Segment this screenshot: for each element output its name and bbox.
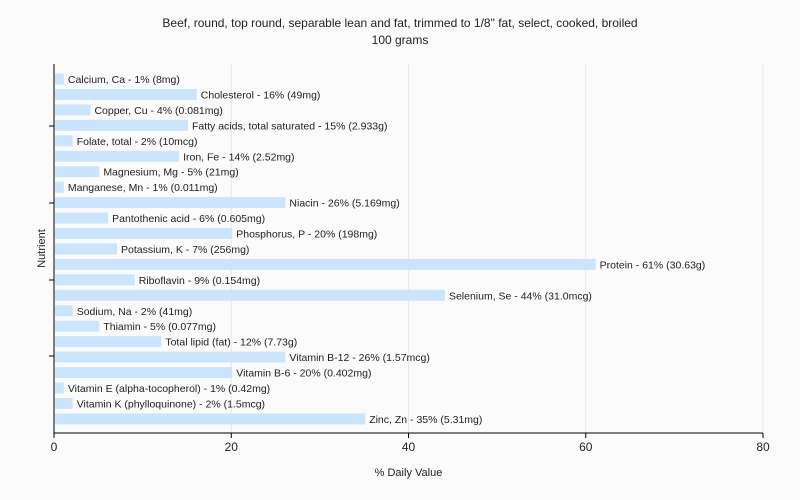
- bar-label: Manganese, Mn - 1% (0.011mg): [68, 182, 218, 194]
- bar: [55, 351, 286, 363]
- y-axis-title: Nutrient: [36, 229, 48, 268]
- x-tick-label: 0: [51, 440, 58, 454]
- bar-label: Riboflavin - 9% (0.154mg): [139, 275, 260, 287]
- bar: [55, 413, 366, 425]
- bar-label: Vitamin K (phylloquinone) - 2% (1.5mcg): [77, 398, 265, 410]
- bar: [55, 212, 109, 224]
- bar-label: Copper, Cu - 4% (0.081mg): [94, 105, 222, 117]
- bar: [55, 274, 135, 286]
- bar: [55, 243, 118, 255]
- bar: [55, 166, 100, 178]
- bar: [55, 382, 64, 394]
- bar-label: Sodium, Na - 2% (41mg): [77, 306, 193, 318]
- bar-label: Total lipid (fat) - 12% (7.73g): [165, 337, 297, 349]
- bar: [55, 367, 233, 379]
- chart-subtitle: 100 grams: [371, 33, 429, 47]
- x-tick-label: 20: [225, 440, 239, 454]
- bar-label: Pantothenic acid - 6% (0.605mg): [112, 213, 265, 225]
- bar-label: Zinc, Zn - 35% (5.31mg): [369, 414, 482, 426]
- bar: [55, 258, 596, 270]
- bar-label: Protein - 61% (30.63g): [600, 259, 706, 271]
- bar: [55, 181, 64, 193]
- bar: [55, 197, 286, 209]
- bar-label: Fatty acids, total saturated - 15% (2.93…: [192, 120, 388, 132]
- bar: [55, 104, 91, 116]
- bar: [55, 135, 73, 147]
- bar-label: Thiamin - 5% (0.077mg): [103, 321, 216, 333]
- bar: [55, 336, 162, 348]
- bar-label: Magnesium, Mg - 5% (21mg): [103, 167, 238, 179]
- chart-title: Beef, round, top round, separable lean a…: [162, 16, 638, 30]
- bar: [55, 150, 180, 162]
- bar: [55, 305, 73, 317]
- bar: [55, 320, 100, 332]
- x-tick-label: 80: [756, 440, 770, 454]
- bar-label: Vitamin B-12 - 26% (1.57mcg): [289, 352, 429, 364]
- bar-label: Folate, total - 2% (10mcg): [77, 136, 198, 148]
- bar: [55, 88, 197, 100]
- bar-label: Selenium, Se - 44% (31.0mcg): [449, 290, 592, 302]
- bar-label: Cholesterol - 16% (49mg): [201, 89, 321, 101]
- bar: [55, 289, 445, 301]
- bar: [55, 73, 64, 85]
- bar: [55, 119, 188, 131]
- bar-label: Phosphorus, P - 20% (198mg): [236, 229, 377, 241]
- bar: [55, 228, 233, 239]
- x-tick-label: 40: [402, 440, 416, 454]
- x-axis-title: % Daily Value: [375, 467, 443, 479]
- bar-label: Calcium, Ca - 1% (8mg): [68, 74, 180, 86]
- bar-label: Potassium, K - 7% (256mg): [121, 244, 249, 256]
- x-tick-label: 60: [579, 440, 593, 454]
- bar-label: Niacin - 26% (5.169mg): [289, 198, 399, 210]
- bar-label: Vitamin B-6 - 20% (0.402mg): [236, 368, 371, 380]
- bar: [55, 397, 73, 409]
- bar-label: Vitamin E (alpha-tocopherol) - 1% (0.42m…: [68, 383, 270, 395]
- bar-label: Iron, Fe - 14% (2.52mg): [183, 151, 294, 163]
